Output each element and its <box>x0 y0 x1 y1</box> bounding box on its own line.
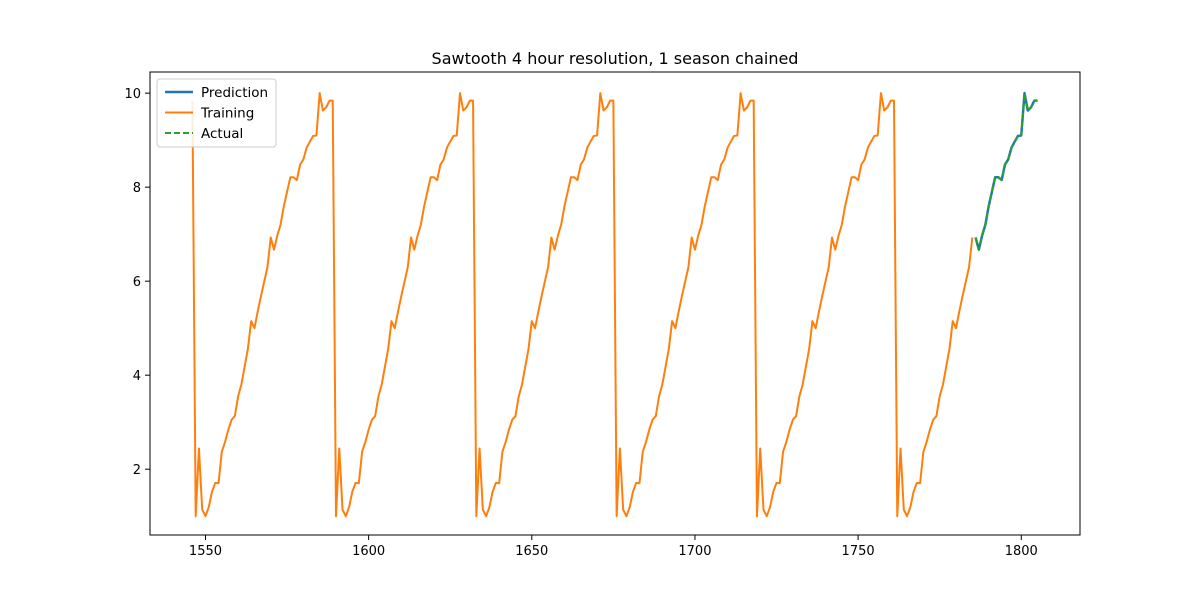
y-tick-label: 4 <box>133 369 141 384</box>
series-layer <box>191 91 1038 518</box>
x-tick-label: 1800 <box>1005 544 1038 559</box>
series-line-training <box>191 92 974 518</box>
x-tick-label: 1750 <box>842 544 875 559</box>
legend: Prediction Training Actual <box>156 78 277 148</box>
legend-label-actual: Actual <box>201 126 243 142</box>
y-tick-label: 8 <box>133 181 141 196</box>
y-tick-label: 6 <box>133 275 141 290</box>
legend-label-training: Training <box>200 106 254 122</box>
legend-box <box>156 78 277 148</box>
chart-title: Sawtooth 4 hour resolution, 1 season cha… <box>432 49 799 68</box>
series-line-actual <box>974 92 1038 251</box>
x-tick-label: 1700 <box>678 544 711 559</box>
y-axis: 2 4 6 8 10 <box>124 87 150 478</box>
y-tick-label: 10 <box>124 87 141 102</box>
plot-frame <box>149 71 1081 536</box>
legend-label-prediction: Prediction <box>201 85 268 101</box>
x-tick-label: 1550 <box>189 544 222 559</box>
x-tick-label: 1600 <box>352 544 385 559</box>
y-tick-label: 2 <box>133 463 141 478</box>
x-axis: 1550 1600 1650 1700 1750 1800 <box>189 535 1038 559</box>
x-tick-label: 1650 <box>515 544 548 559</box>
